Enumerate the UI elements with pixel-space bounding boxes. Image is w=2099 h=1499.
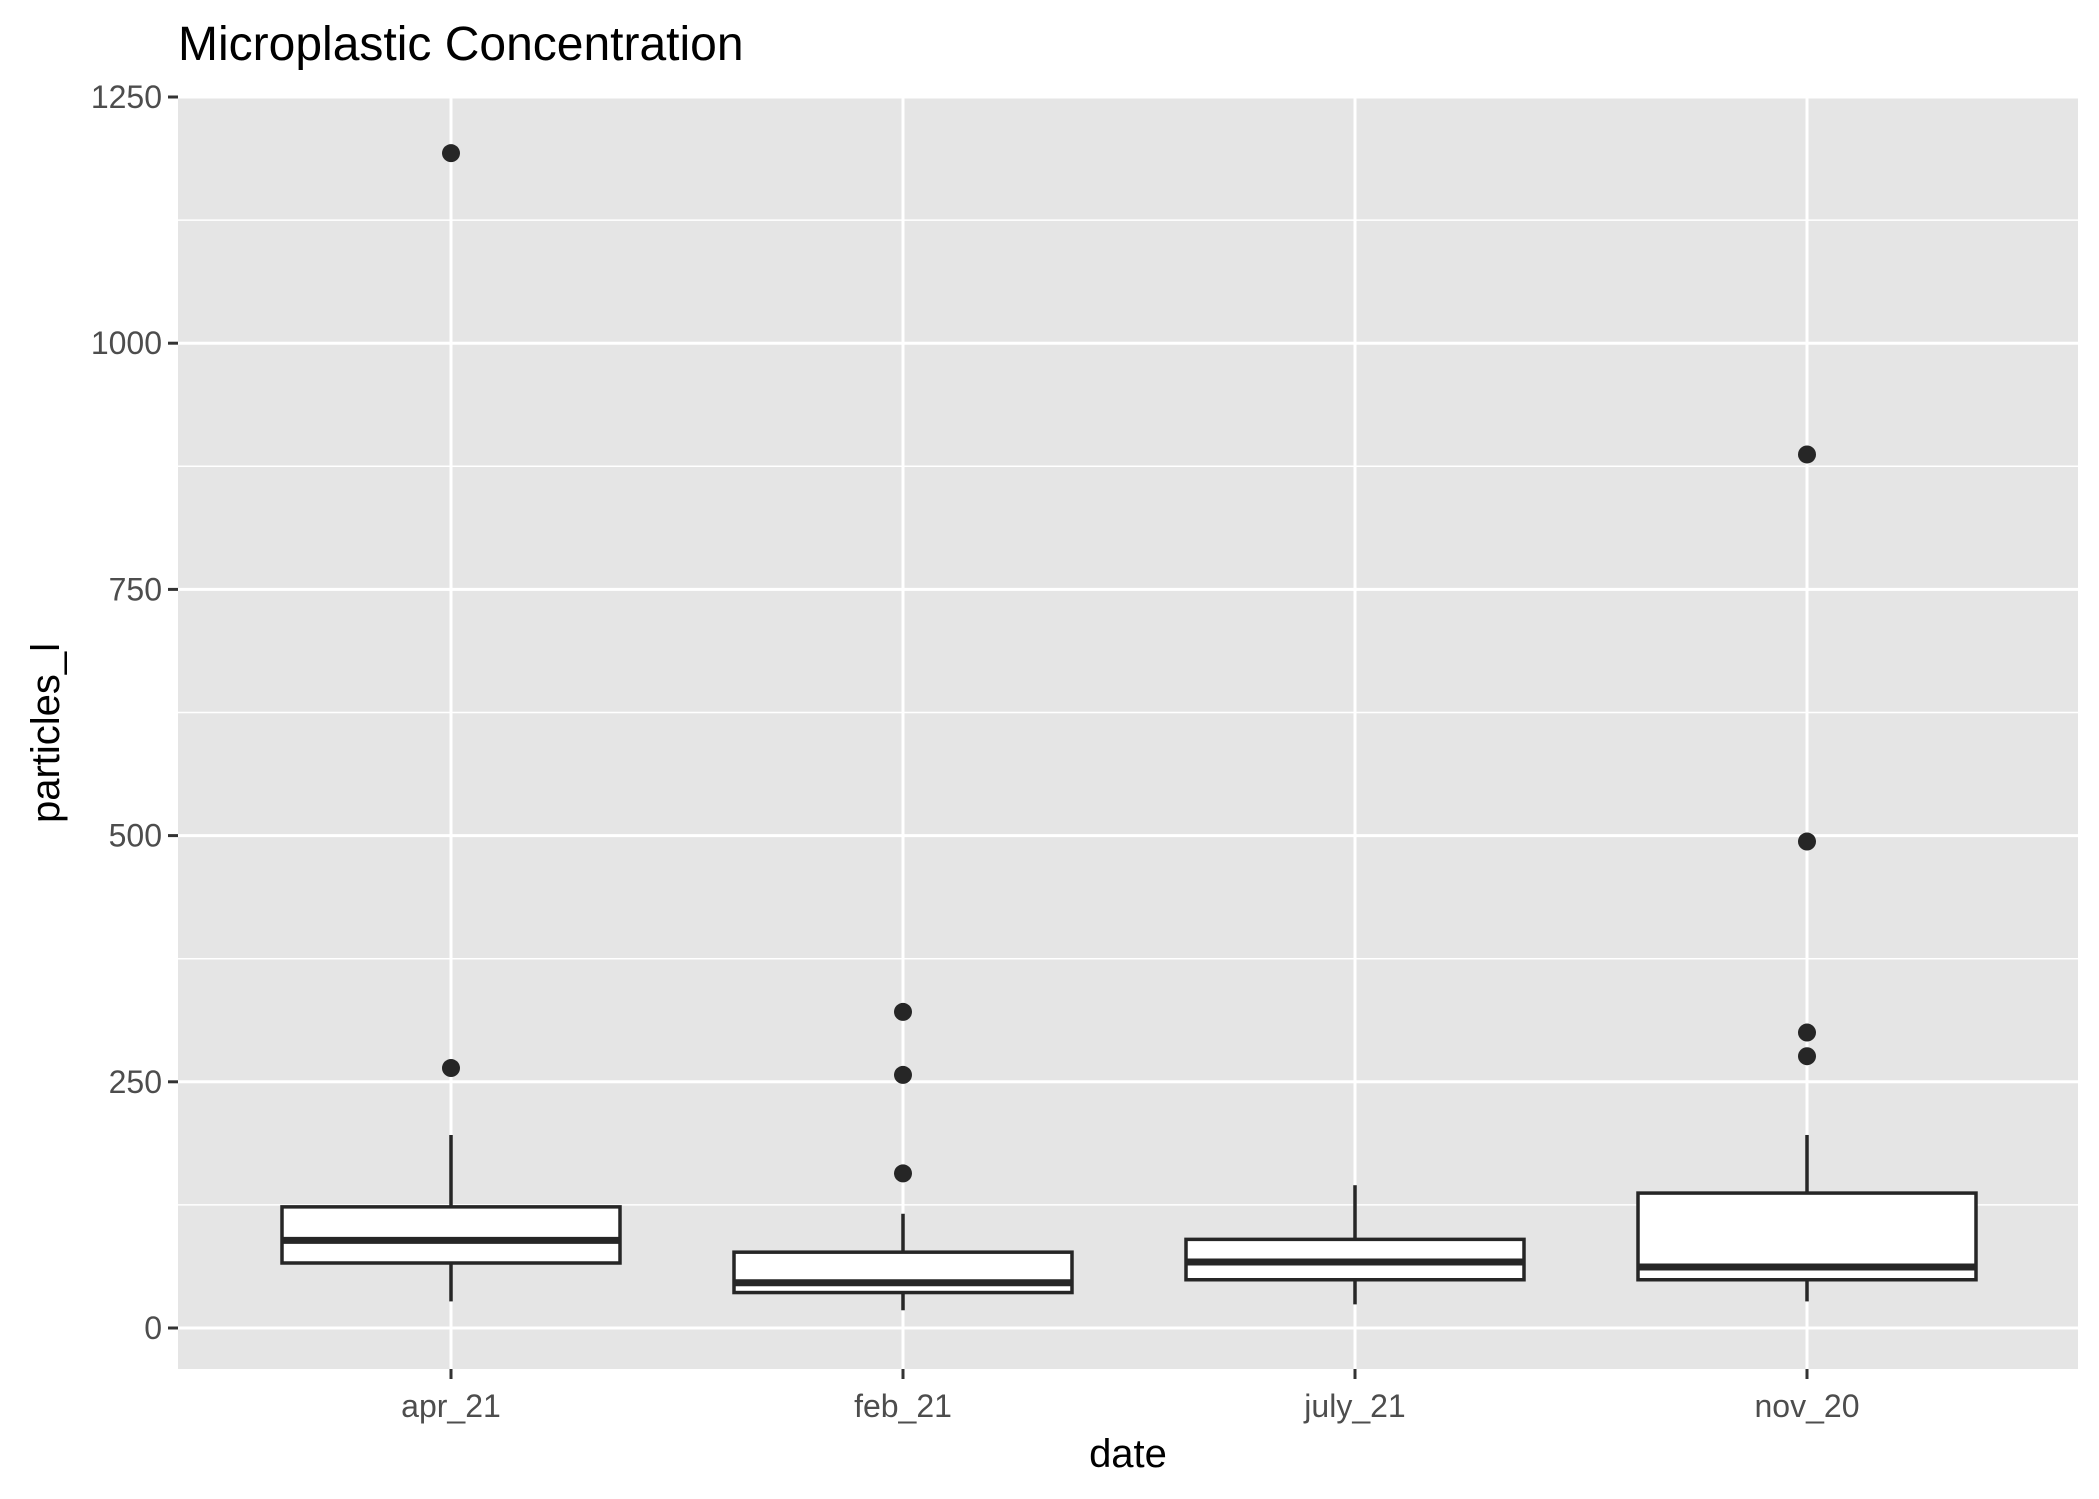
outlier-point xyxy=(894,1002,912,1021)
outlier-point xyxy=(894,1164,912,1183)
x-axis-title: date xyxy=(1089,1432,1167,1476)
y-tick-label: 750 xyxy=(109,571,162,607)
x-tick-label: nov_20 xyxy=(1755,1388,1860,1424)
y-tick-label: 1250 xyxy=(91,79,162,115)
box-series xyxy=(280,144,1978,1311)
box-apr_21 xyxy=(280,144,622,1302)
major-gridlines xyxy=(178,95,2078,1369)
box-feb_21 xyxy=(732,1002,1074,1311)
box-body xyxy=(732,1250,1074,1295)
box-nov_20 xyxy=(1636,445,1978,1302)
x-axis: apr_21 feb_21 july_21 nov_20 xyxy=(401,1369,1859,1424)
y-tick-label: 500 xyxy=(109,818,162,854)
outlier-point xyxy=(1798,1047,1816,1066)
outlier-point xyxy=(442,1059,460,1078)
y-tick-label: 250 xyxy=(109,1064,162,1100)
y-axis: 0 250 500 750 1000 1250 xyxy=(91,79,178,1346)
outlier-point xyxy=(442,144,460,163)
y-tick-label: 0 xyxy=(144,1310,162,1346)
y-axis-title: particles_l xyxy=(24,643,68,823)
y-tick-label: 1000 xyxy=(91,325,162,361)
x-tick-label: feb_21 xyxy=(854,1388,952,1424)
outlier-point xyxy=(1798,445,1816,464)
box-july_21 xyxy=(1184,1185,1526,1305)
chart-title: Microplastic Concentration xyxy=(178,18,744,71)
x-tick-label: july_21 xyxy=(1303,1388,1405,1424)
box-body xyxy=(280,1205,622,1265)
outlier-point xyxy=(894,1065,912,1084)
plot-panel xyxy=(178,97,2078,1369)
outlier-point xyxy=(1798,832,1816,851)
outlier-point xyxy=(1798,1023,1816,1042)
x-tick-label: apr_21 xyxy=(401,1388,501,1424)
